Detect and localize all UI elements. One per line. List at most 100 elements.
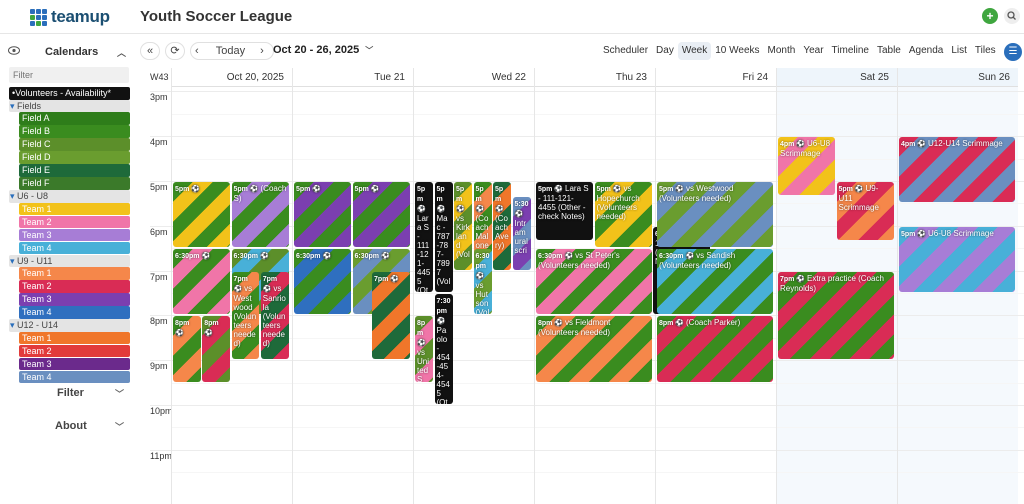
calendar-event[interactable]: 8pm ⚽ xyxy=(173,316,201,382)
about-section[interactable]: About ﹀ xyxy=(0,420,140,436)
calendar-event[interactable]: 5:30 ⚽ Intramural scri xyxy=(512,196,531,270)
calendar-event[interactable]: 5pm ⚽ Lara S - 111-121-4455 (Other - che… xyxy=(415,182,433,293)
calendar-event[interactable]: 4pm ⚽ U6-U8 Scrimmage xyxy=(778,137,835,195)
caret-down-icon[interactable]: ▾ xyxy=(10,255,18,266)
view-tab[interactable]: Day xyxy=(656,45,674,56)
event-time: 5pm xyxy=(417,186,426,204)
day-column-header[interactable]: Oct 20, 2025 xyxy=(171,68,292,87)
calendar-item[interactable]: Team 3 xyxy=(19,357,130,371)
chevron-up-icon[interactable]: ︿ xyxy=(116,47,126,58)
calendar-label: Field C xyxy=(22,139,51,150)
calendar-event[interactable]: 5pm ⚽ xyxy=(173,182,230,248)
add-event-button[interactable]: + xyxy=(982,8,998,24)
chevron-down-icon[interactable]: ﹀ xyxy=(115,389,125,399)
calendar-event[interactable]: 6:30pm ⚽ vs St Peter's (Volunteers neede… xyxy=(536,249,652,315)
calendar-item[interactable]: Team 1 xyxy=(19,331,130,345)
menu-icon[interactable]: ☰ xyxy=(1004,43,1022,61)
day-column-header[interactable]: Wed 22 xyxy=(413,68,534,87)
chevron-down-icon[interactable]: ﹀ xyxy=(115,422,125,432)
view-tab[interactable]: Week xyxy=(677,42,712,60)
calendar-item[interactable]: Team 3 xyxy=(19,293,130,306)
chevron-down-icon[interactable]: ﹀ xyxy=(365,46,374,55)
calendar-event[interactable]: 5pm ⚽ U9-U11 Scrimmage xyxy=(836,182,894,240)
calendar-event[interactable]: 5pm ⚽ Lara S - 111-121-4455 (Other - che… xyxy=(536,182,593,240)
caret-down-icon[interactable]: ▾ xyxy=(10,191,18,202)
day-column-header[interactable]: Tue 21 xyxy=(292,68,413,87)
refresh-button[interactable]: ⟳ xyxy=(165,42,185,60)
top-bar: teamup Youth Soccer League + xyxy=(0,0,1024,34)
view-tab[interactable]: Table xyxy=(876,45,901,56)
day-column-header[interactable]: Fri 24 xyxy=(655,68,776,87)
calendar-event[interactable]: 5pm ⚽ vs Hopechurch (Volunteers needed) xyxy=(594,182,652,248)
calendar-item[interactable]: •Volunteers - Availability* xyxy=(9,87,130,100)
calendar-item[interactable]: Team 2 xyxy=(19,215,130,229)
calendar-event[interactable]: 5pm ⚽ (Coach S) xyxy=(231,182,289,248)
eye-icon[interactable] xyxy=(8,46,22,58)
calendar-event[interactable]: 6:30pm ⚽ xyxy=(294,249,351,315)
calendar-item[interactable]: Field E xyxy=(19,164,130,177)
calendar-group[interactable]: ▾ U12 - U14 xyxy=(9,319,130,332)
calendar-event[interactable]: 7pm ⚽ xyxy=(372,271,410,360)
calendar-event[interactable]: 7pm ⚽ vs Westwood (Volunteers needed) xyxy=(231,271,260,360)
calendar-event[interactable]: 7pm ⚽ vs Sanriola (Volunteers needed) xyxy=(260,271,289,360)
calendar-event[interactable]: 5pm ⚽ vs Kirkland (Vol xyxy=(454,182,472,270)
calendar-item[interactable]: Team 3 xyxy=(19,228,130,242)
search-icon[interactable] xyxy=(1004,8,1020,24)
calendar-group[interactable]: ▾ U6 - U8 xyxy=(9,190,130,203)
calendar-item[interactable]: Team 1 xyxy=(19,267,130,280)
calendar-item[interactable]: Field C xyxy=(19,138,130,151)
next-arrow-icon[interactable]: › xyxy=(260,45,264,57)
calendar-item[interactable]: Team 4 xyxy=(19,241,130,255)
calendar-item[interactable]: Field A xyxy=(19,112,130,125)
calendar-event[interactable]: 4pm ⚽ U12-U14 Scrimmage xyxy=(899,137,1015,203)
calendar-filter-input[interactable] xyxy=(9,67,129,83)
calendar-event[interactable]: 5pm ⚽ U6-U8 Scrimmage xyxy=(899,226,1015,293)
calendar-event[interactable]: 8pm ⚽ xyxy=(202,316,230,382)
calendar-event[interactable]: 8pm ⚽ (Coach Parker) xyxy=(657,316,773,382)
today-button[interactable]: Today xyxy=(215,45,246,57)
caret-down-icon[interactable]: ▾ xyxy=(10,100,18,111)
calendar-event[interactable]: 7:30pm ⚽ Paolo - 454-454-4545 (Other - c… xyxy=(434,294,453,405)
calendar-event[interactable]: 6:30pm ⚽ vs Sandish (Volunteers needed) xyxy=(657,249,773,315)
calendar-event[interactable]: 7pm ⚽ Extra practice (Coach Reynolds) xyxy=(778,271,894,360)
calendar-event[interactable]: 5pm ⚽ xyxy=(294,182,351,248)
view-tab[interactable]: Scheduler xyxy=(603,45,649,56)
calendars-header[interactable]: Calendars ︿ xyxy=(8,44,132,60)
day-column-header[interactable]: Sat 25 xyxy=(776,68,897,87)
calendar-item[interactable]: Team 2 xyxy=(19,280,130,293)
day-column-header[interactable]: Sun 26 xyxy=(897,68,1018,87)
calendar-group[interactable]: ▾ U9 - U11 xyxy=(9,254,130,268)
view-tab[interactable]: Agenda xyxy=(908,45,944,56)
calendar-event[interactable]: 5pm ⚽ xyxy=(352,182,410,248)
calendar-group[interactable]: ▾ Fields xyxy=(9,99,130,113)
calendar-event[interactable]: 8pm ⚽ vs United S xyxy=(415,316,433,382)
brand-logo[interactable]: teamup xyxy=(30,7,110,27)
date-range-picker[interactable]: Oct 20 - 26, 2025 ﹀ xyxy=(273,44,373,56)
calendar-item[interactable]: Field B xyxy=(19,125,130,138)
view-tab[interactable]: Tiles xyxy=(974,45,996,56)
calendar-item[interactable]: Team 1 xyxy=(19,202,130,216)
caret-down-icon[interactable]: ▾ xyxy=(10,320,18,331)
calendar-event[interactable]: 5pm ⚽ vs Westwood (Volunteers needed) xyxy=(657,182,773,248)
calendar-item[interactable]: Field D xyxy=(19,151,130,164)
calendar-event[interactable]: 6:30pm ⚽ vs Hutson (Volunteers needed) xyxy=(473,249,492,315)
day-column-header[interactable]: Thu 23 xyxy=(534,68,655,87)
calendar-item[interactable]: Team 2 xyxy=(19,344,130,358)
calendar-item[interactable]: Field F xyxy=(19,177,130,190)
soccer-ball-icon: ⚽ xyxy=(436,206,446,214)
event-time: 5pm xyxy=(538,186,553,194)
view-tab[interactable]: Timeline xyxy=(831,45,869,56)
view-tab[interactable]: Year xyxy=(803,45,824,56)
view-tab[interactable]: List xyxy=(951,45,967,56)
calendar-event[interactable]: 5pm ⚽ (Coach Avery) xyxy=(493,182,511,270)
calendar-event[interactable]: 8pm ⚽ vs Fieldmont (Volunteers needed) xyxy=(536,316,652,382)
prev-arrow-icon[interactable]: ‹ xyxy=(195,45,199,57)
calendar-event[interactable]: 5pm ⚽ Mac - 787-787-7897 (Vol xyxy=(434,182,453,293)
filter-section[interactable]: Filter ﹀ xyxy=(0,387,140,403)
calendar-event[interactable]: 6:30pm ⚽ xyxy=(173,249,230,315)
view-tab[interactable]: 10 Weeks xyxy=(715,45,760,56)
view-tab[interactable]: Month xyxy=(767,45,796,56)
calendar-item[interactable]: Team 4 xyxy=(19,306,130,319)
calendar-item[interactable]: Team 4 xyxy=(19,370,130,384)
collapse-sidebar-button[interactable]: « xyxy=(140,42,160,60)
